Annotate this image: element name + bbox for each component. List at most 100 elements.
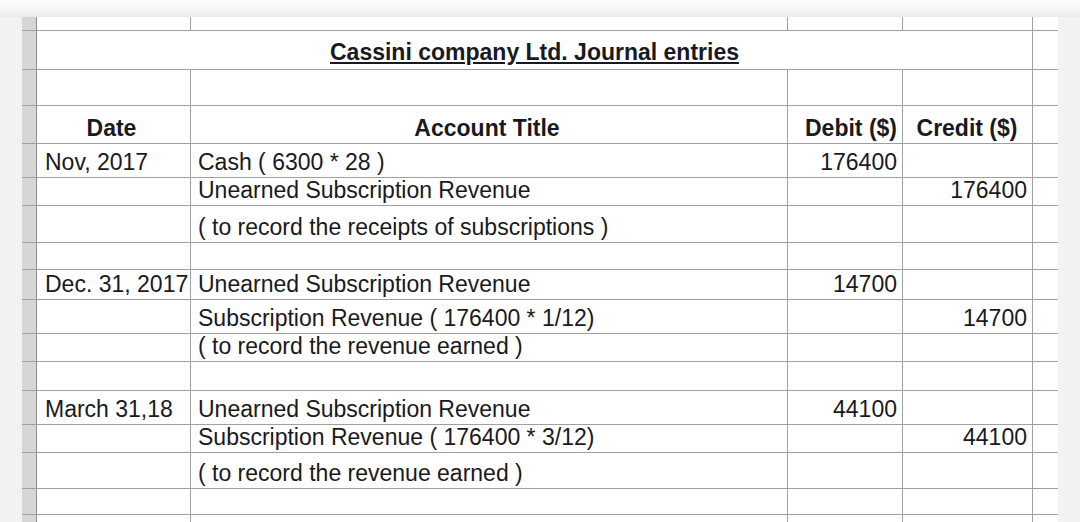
journal-row [22,362,1058,391]
cell-debit[interactable] [788,206,903,242]
cell-date[interactable] [37,425,191,452]
journal-row: ( to record the revenue earned ) [22,453,1058,489]
cell-extra [1033,362,1058,390]
cell-debit[interactable] [788,489,903,514]
cell-credit[interactable] [903,489,1033,514]
journal-row [22,243,1058,270]
cell-account[interactable]: Cash ( 6300 * 28 ) [191,144,788,177]
cell-credit[interactable] [903,391,1033,424]
cell-credit[interactable] [903,17,1033,30]
cell-account[interactable]: ( to record the revenue earned ) [191,334,788,361]
cell-date[interactable]: March 31,18 [37,391,191,424]
window-top-shadow [0,0,1080,17]
column-header-row: Date Account Title Debit ($) Credit ($) [22,106,1058,144]
cell-extra [1033,425,1058,452]
journal-row: Unearned Subscription Revenue 176400 [22,178,1058,206]
cell-debit[interactable] [788,70,903,105]
column-header-credit[interactable]: Credit ($) [903,106,1033,143]
row-header-stub [22,362,37,390]
cell-extra [1033,17,1058,30]
cell-extra [1033,31,1058,69]
cell-debit[interactable]: 14700 [788,270,903,299]
cell-extra [1033,453,1058,488]
row-header-stub [22,31,37,69]
cell-extra [1033,300,1058,333]
cell-date[interactable] [37,515,191,522]
journal-row: Dec. 31, 2017 Unearned Subscription Reve… [22,270,1058,300]
journal-row: ( to record the revenue earned ) [22,334,1058,362]
cell-extra [1033,106,1058,143]
column-header-debit[interactable]: Debit ($) [788,106,903,143]
cell-credit[interactable] [903,515,1033,522]
cell-date[interactable] [37,178,191,205]
cell-date[interactable] [37,70,191,105]
cell-account[interactable]: Unearned Subscription Revenue [191,391,788,424]
cell-date[interactable] [37,206,191,242]
row-header-stub [22,425,37,452]
row-header-stub [22,144,37,177]
cell-debit[interactable]: 176400 [788,144,903,177]
cell-extra [1033,391,1058,424]
cell-date[interactable] [37,17,191,30]
partial-row-top [22,17,1058,31]
cell-date[interactable] [37,489,191,514]
cell-credit[interactable]: 176400 [903,178,1033,205]
cell-debit[interactable] [788,300,903,333]
cell-account[interactable] [191,362,788,390]
cell-credit[interactable] [903,453,1033,488]
cell-credit[interactable] [903,362,1033,390]
partial-row-bottom [22,515,1058,522]
cell-account[interactable] [191,17,788,30]
cell-credit[interactable] [903,334,1033,361]
cell-extra [1033,70,1058,105]
row-header-stub [22,515,37,522]
cell-debit[interactable] [788,362,903,390]
title-row: Cassini company Ltd. Journal entries [22,31,1058,70]
cell-debit[interactable] [788,425,903,452]
cell-debit[interactable] [788,334,903,361]
cell-debit[interactable] [788,453,903,488]
cell-debit[interactable] [788,178,903,205]
cell-debit[interactable] [788,243,903,269]
cell-credit[interactable] [903,243,1033,269]
cell-extra [1033,515,1058,522]
sheet-title[interactable]: Cassini company Ltd. Journal entries [37,31,1033,69]
journal-row: March 31,18 Unearned Subscription Revenu… [22,391,1058,425]
cell-debit[interactable]: 44100 [788,391,903,424]
journal-row [22,489,1058,515]
cell-account[interactable] [191,243,788,269]
row-header-stub [22,17,37,30]
row-header-stub [22,178,37,205]
cell-account[interactable]: Unearned Subscription Revenue [191,178,788,205]
cell-account[interactable]: Subscription Revenue ( 176400 * 3/12) [191,425,788,452]
cell-debit[interactable] [788,17,903,30]
cell-date[interactable] [37,243,191,269]
cell-account[interactable]: Subscription Revenue ( 176400 * 1/12) [191,300,788,333]
cell-credit[interactable] [903,70,1033,105]
cell-debit[interactable] [788,515,903,522]
row-header-stub [22,270,37,299]
cell-account[interactable] [191,515,788,522]
journal-row: ( to record the receipts of subscription… [22,206,1058,243]
cell-date[interactable] [37,453,191,488]
journal-row: Nov, 2017 Cash ( 6300 * 28 ) 176400 [22,144,1058,178]
cell-credit[interactable] [903,206,1033,242]
cell-date[interactable]: Dec. 31, 2017 [37,270,191,299]
cell-credit[interactable]: 44100 [903,425,1033,452]
cell-account[interactable]: ( to record the revenue earned ) [191,453,788,488]
row-header-stub [22,489,37,514]
column-header-account-title[interactable]: Account Title [191,106,788,143]
column-header-date[interactable]: Date [37,106,191,143]
cell-date[interactable] [37,362,191,390]
cell-account[interactable]: ( to record the receipts of subscription… [191,206,788,242]
cell-credit[interactable]: 14700 [903,300,1033,333]
cell-credit[interactable] [903,144,1033,177]
row-header-stub [22,300,37,333]
cell-date[interactable] [37,334,191,361]
cell-date[interactable] [37,300,191,333]
cell-account[interactable] [191,70,788,105]
cell-credit[interactable] [903,270,1033,299]
cell-date[interactable]: Nov, 2017 [37,144,191,177]
cell-account[interactable] [191,489,788,514]
cell-account[interactable]: Unearned Subscription Revenue [191,270,788,299]
